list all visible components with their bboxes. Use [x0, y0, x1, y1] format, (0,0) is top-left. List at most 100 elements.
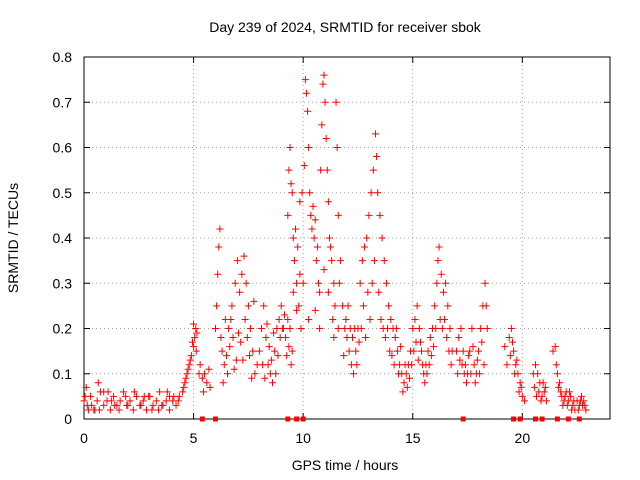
data-point [410, 347, 418, 355]
data-point [233, 257, 241, 265]
data-point [242, 279, 250, 287]
data-point [248, 374, 256, 382]
data-point [382, 279, 390, 287]
data-point [391, 334, 399, 342]
data-point [286, 144, 294, 151]
data-point [192, 325, 200, 332]
data-point [191, 334, 199, 342]
data-point [230, 365, 238, 373]
data-point [431, 302, 439, 310]
data-point [313, 243, 321, 251]
data-point [179, 388, 187, 396]
data-point [476, 370, 484, 378]
data-point [578, 392, 586, 400]
data-point [565, 388, 573, 396]
data-point [426, 334, 434, 342]
data-point [133, 392, 141, 400]
x-tick-label: 20 [515, 430, 531, 446]
data-point [281, 311, 289, 319]
data-point [371, 130, 379, 138]
data-point [503, 361, 511, 369]
data-point [94, 379, 102, 387]
data-point [186, 356, 194, 364]
data-point [345, 347, 353, 355]
data-point [455, 334, 463, 342]
data-point [405, 374, 413, 382]
data-point [506, 352, 514, 360]
data-point [456, 356, 464, 364]
data-point [402, 370, 410, 378]
data-point [369, 166, 377, 174]
data-point [278, 325, 286, 332]
data-point [462, 379, 470, 387]
data-point [445, 347, 453, 355]
data-point [198, 374, 206, 382]
data-point [110, 392, 118, 400]
data-point [155, 406, 163, 414]
data-point [263, 320, 271, 328]
data-point [361, 243, 369, 251]
data-point [213, 302, 221, 310]
data-point [192, 347, 200, 355]
data-point [508, 338, 516, 346]
data-point [517, 383, 525, 391]
data-point [533, 392, 541, 400]
data-point [190, 343, 198, 351]
data-point [251, 370, 259, 378]
data-point [232, 356, 240, 364]
data-point [201, 370, 209, 378]
data-point [384, 325, 392, 332]
data-point [148, 406, 156, 414]
data-point [316, 288, 324, 296]
data-point [333, 144, 341, 151]
y-tick-label: 0.3 [53, 275, 73, 291]
zero-marker [554, 416, 560, 422]
data-point [158, 401, 166, 409]
data-point [563, 401, 571, 409]
data-point [260, 302, 268, 310]
data-point [81, 392, 89, 400]
data-point [289, 288, 297, 296]
data-point [315, 279, 323, 287]
data-point [152, 397, 160, 405]
data-point [510, 347, 518, 355]
zero-marker [300, 416, 306, 422]
data-point [380, 257, 388, 265]
zero-marker [517, 416, 523, 422]
data-point [286, 325, 294, 332]
data-point [430, 343, 438, 351]
data-point [433, 279, 441, 287]
data-point [483, 325, 491, 332]
data-point [537, 397, 545, 405]
data-point [206, 383, 214, 391]
data-point [319, 80, 327, 88]
zero-marker [539, 416, 545, 422]
data-point [370, 257, 378, 265]
data-point [310, 234, 318, 242]
data-point [513, 356, 521, 364]
data-point [336, 257, 344, 265]
data-point [512, 361, 520, 369]
y-tick-label: 0.7 [53, 94, 73, 110]
y-tick-label: 0.5 [53, 185, 73, 201]
data-point [284, 211, 292, 219]
data-point [156, 388, 164, 396]
data-point [265, 343, 273, 351]
data-point [446, 325, 454, 332]
data-point [320, 266, 328, 274]
data-point [295, 302, 303, 310]
data-point [225, 325, 233, 332]
data-point [470, 361, 478, 369]
data-point [554, 383, 562, 391]
data-point [196, 361, 204, 369]
data-point [139, 397, 147, 405]
data-point [322, 134, 330, 142]
data-point [473, 356, 481, 364]
data-points [80, 71, 590, 422]
data-point [458, 361, 466, 369]
data-point [184, 365, 192, 373]
data-point [442, 279, 450, 287]
data-point [304, 107, 312, 115]
data-point [581, 401, 589, 409]
x-tick-label: 5 [190, 430, 198, 446]
